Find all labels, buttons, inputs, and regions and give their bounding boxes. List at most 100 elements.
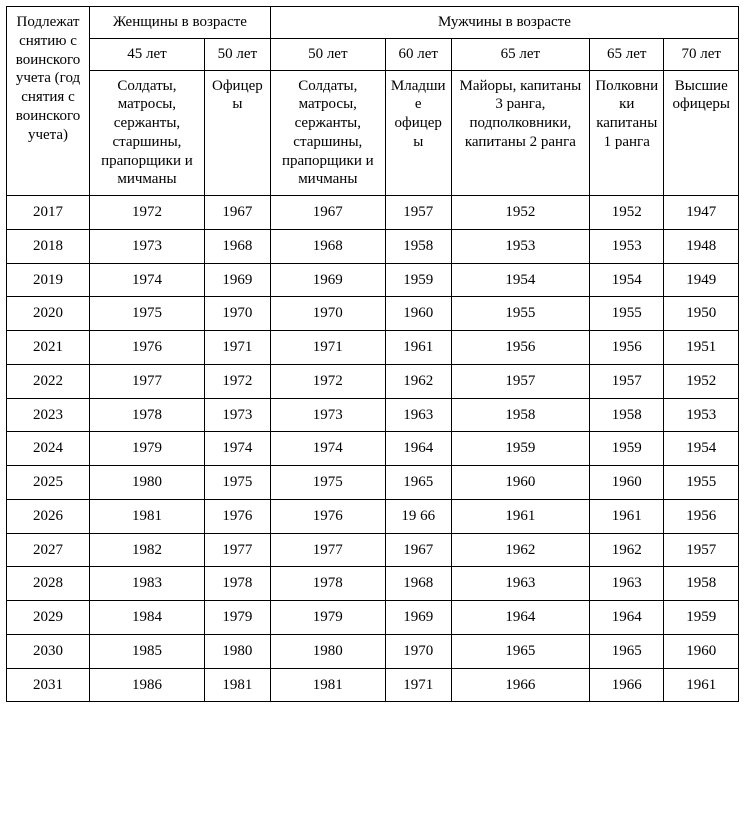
table-cell: 1973 xyxy=(89,229,204,263)
table-cell: 2026 xyxy=(7,499,90,533)
table-cell: 1961 xyxy=(664,668,739,702)
table-cell: 1974 xyxy=(204,432,270,466)
table-cell: 1960 xyxy=(451,466,589,500)
table-cell: 1953 xyxy=(664,398,739,432)
header-rank-m60: Младшие офицеры xyxy=(385,70,451,196)
table-cell: 1960 xyxy=(385,297,451,331)
table-cell: 2027 xyxy=(7,533,90,567)
table-cell: 2018 xyxy=(7,229,90,263)
military-deregistration-table: Подлежат снятию с воинского учета (год с… xyxy=(6,6,739,702)
header-age-m60: 60 лет xyxy=(385,38,451,70)
table-cell: 1975 xyxy=(89,297,204,331)
table-cell: 1968 xyxy=(385,567,451,601)
table-cell: 1967 xyxy=(270,196,385,230)
table-row: 20311986198119811971196619661961 xyxy=(7,668,739,702)
table-cell: 2024 xyxy=(7,432,90,466)
table-cell: 1952 xyxy=(451,196,589,230)
table-cell: 1955 xyxy=(590,297,664,331)
table-cell: 1966 xyxy=(590,668,664,702)
table-body: 2017197219671967195719521952194720181973… xyxy=(7,196,739,702)
table-cell: 1964 xyxy=(385,432,451,466)
table-cell: 1957 xyxy=(664,533,739,567)
table-cell: 1974 xyxy=(270,432,385,466)
table-cell: 1980 xyxy=(270,634,385,668)
table-cell: 1954 xyxy=(590,263,664,297)
table-cell: 1984 xyxy=(89,601,204,635)
table-row: 20171972196719671957195219521947 xyxy=(7,196,739,230)
table-cell: 1985 xyxy=(89,634,204,668)
table-cell: 1970 xyxy=(204,297,270,331)
header-men: Мужчины в возрасте xyxy=(270,7,738,39)
table-cell: 2021 xyxy=(7,331,90,365)
table-cell: 1971 xyxy=(270,331,385,365)
table-cell: 1969 xyxy=(270,263,385,297)
header-rank-m70: Высшие офицеры xyxy=(664,70,739,196)
table-row: 202619811976197619 66196119611956 xyxy=(7,499,739,533)
table-cell: 1955 xyxy=(451,297,589,331)
table-row: 20241979197419741964195919591954 xyxy=(7,432,739,466)
table-cell: 1955 xyxy=(664,466,739,500)
table-cell: 1959 xyxy=(590,432,664,466)
table-cell: 1965 xyxy=(451,634,589,668)
table-row: 20281983197819781968196319631958 xyxy=(7,567,739,601)
table-cell: 1958 xyxy=(664,567,739,601)
table-cell: 1953 xyxy=(590,229,664,263)
table-cell: 1971 xyxy=(385,668,451,702)
table-row: 20191974196919691959195419541949 xyxy=(7,263,739,297)
table-cell: 1981 xyxy=(204,668,270,702)
table-cell: 1969 xyxy=(204,263,270,297)
table-cell: 1978 xyxy=(270,567,385,601)
table-cell: 1959 xyxy=(451,432,589,466)
table-cell: 1952 xyxy=(590,196,664,230)
table-cell: 1951 xyxy=(664,331,739,365)
table-cell: 1974 xyxy=(89,263,204,297)
header-rank-w45: Солдаты, матросы, сержанты, старшины, пр… xyxy=(89,70,204,196)
table-cell: 1962 xyxy=(451,533,589,567)
table-cell: 1977 xyxy=(204,533,270,567)
table-cell: 1958 xyxy=(385,229,451,263)
table-cell: 1975 xyxy=(204,466,270,500)
table-row: 20181973196819681958195319531948 xyxy=(7,229,739,263)
table-cell: 1961 xyxy=(590,499,664,533)
table-cell: 1964 xyxy=(590,601,664,635)
table-cell: 1954 xyxy=(664,432,739,466)
table-cell: 1959 xyxy=(385,263,451,297)
header-women: Женщины в возрасте xyxy=(89,7,270,39)
table-cell: 1979 xyxy=(89,432,204,466)
table-row: 20201975197019701960195519551950 xyxy=(7,297,739,331)
table-row: 20221977197219721962195719571952 xyxy=(7,364,739,398)
table-cell: 1962 xyxy=(385,364,451,398)
table-cell: 1967 xyxy=(204,196,270,230)
table-cell: 1958 xyxy=(451,398,589,432)
table-cell: 1960 xyxy=(664,634,739,668)
table-cell: 1983 xyxy=(89,567,204,601)
table-cell: 1949 xyxy=(664,263,739,297)
table-header: Подлежат снятию с воинского учета (год с… xyxy=(7,7,739,196)
table-cell: 1969 xyxy=(385,601,451,635)
table-cell: 2029 xyxy=(7,601,90,635)
table-cell: 2020 xyxy=(7,297,90,331)
table-cell: 1976 xyxy=(204,499,270,533)
header-age-w45: 45 лет xyxy=(89,38,204,70)
table-cell: 1957 xyxy=(451,364,589,398)
table-cell: 2017 xyxy=(7,196,90,230)
table-cell: 1960 xyxy=(590,466,664,500)
table-cell: 2030 xyxy=(7,634,90,668)
table-cell: 1961 xyxy=(451,499,589,533)
header-age-m70: 70 лет xyxy=(664,38,739,70)
table-cell: 1968 xyxy=(270,229,385,263)
table-cell: 1977 xyxy=(270,533,385,567)
header-rank-m65b: Полковники капитаны 1 ранга xyxy=(590,70,664,196)
table-cell: 1973 xyxy=(204,398,270,432)
table-cell: 1965 xyxy=(590,634,664,668)
table-cell: 1962 xyxy=(590,533,664,567)
table-cell: 1963 xyxy=(451,567,589,601)
table-cell: 1956 xyxy=(590,331,664,365)
table-cell: 1947 xyxy=(664,196,739,230)
header-rank-m65a: Майоры, капитаны 3 ранга, подполковники,… xyxy=(451,70,589,196)
table-cell: 1976 xyxy=(89,331,204,365)
header-rank-w50: Офицеры xyxy=(204,70,270,196)
table-cell: 1954 xyxy=(451,263,589,297)
table-cell: 1977 xyxy=(89,364,204,398)
table-cell: 1973 xyxy=(270,398,385,432)
